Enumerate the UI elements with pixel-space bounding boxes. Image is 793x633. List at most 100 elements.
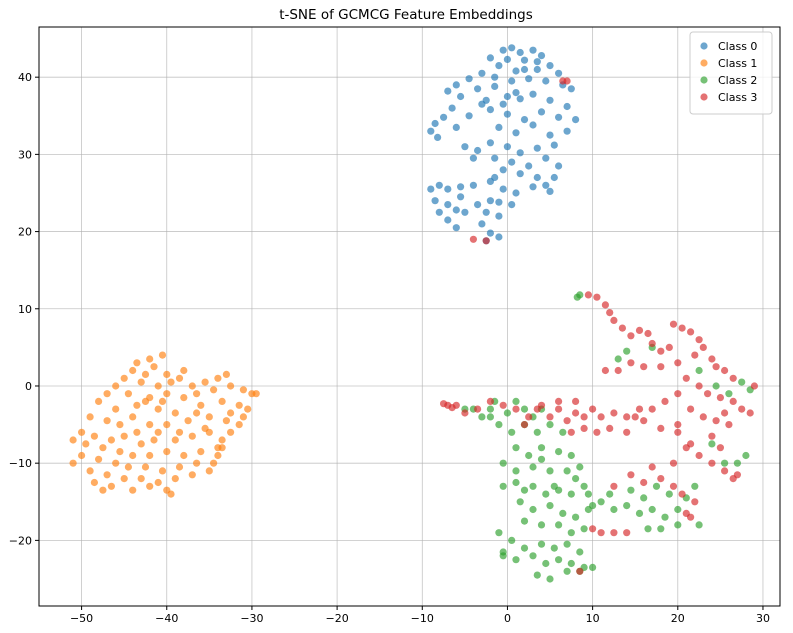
scatter-point [486,397,494,405]
scatter-point [623,413,631,421]
legend-marker [700,42,708,50]
scatter-point [218,444,226,452]
scatter-point [674,421,682,429]
scatter-point [499,46,507,54]
scatter-point [171,409,179,417]
scatter-point [154,478,162,487]
scatter-point [682,509,690,517]
scatter-point [239,386,247,394]
scatter-point [606,309,614,317]
scatter-point [589,405,597,413]
scatter-point [550,544,558,552]
scatter-point [112,405,120,413]
scatter-point [555,556,563,564]
scatter-point [146,421,154,429]
scatter-point [573,293,581,301]
scatter-point [640,417,648,425]
scatter-point [704,390,712,398]
scatter-point [601,301,610,309]
scatter-point [708,432,716,440]
scatter-point [721,409,729,417]
scatter-point [469,181,477,189]
scatter-point [533,144,541,152]
scatter-point [555,448,563,456]
scatter-point [712,417,720,425]
scatter-point [244,405,252,413]
scatter-point [520,517,529,525]
scatter-point [124,463,132,471]
scatter-point [623,529,631,537]
scatter-point [112,459,120,467]
scatter-point [691,351,699,359]
scatter-point [559,428,567,436]
scatter-point [171,475,179,483]
scatter-point [610,316,618,324]
scatter-point [495,421,503,429]
scatter-point [516,95,524,103]
scatter-point [678,324,686,332]
scatter-point [133,428,141,436]
scatter-point [452,123,460,131]
legend-box [689,31,773,115]
scatter-point [580,482,588,490]
scatter-point [597,529,605,537]
scatter-point [188,432,196,440]
scatter-point [652,482,661,490]
scatter-point [580,424,588,432]
scatter-point [750,382,759,390]
scatter-point [512,556,520,564]
scatter-point [205,467,213,475]
scatter-point [555,405,563,413]
scatter-point [133,359,141,367]
scatter-point [486,413,494,421]
scatter-point [227,409,235,417]
scatter-point [546,131,554,139]
scatter-point [555,69,563,77]
scatter-point [508,158,516,166]
scatter-point [452,81,460,89]
scatter-point [86,413,94,421]
scatter-point [597,498,605,506]
scatter-point [78,451,86,460]
scatter-point [440,113,448,121]
scatter-point [499,482,507,490]
y-tick-label: 30 [18,148,32,161]
scatter-point [610,482,618,490]
scatter-point [712,363,720,371]
scatter-point [712,382,720,390]
scatter-point [444,201,452,209]
scatter-point [525,413,533,421]
scatter-point [537,52,546,60]
x-tick-label: −20 [325,612,348,625]
scatter-point [210,386,218,394]
scatter-point [508,77,516,85]
scatter-point [69,436,77,444]
scatter-point [167,378,175,386]
scatter-point [474,201,482,209]
y-tick-label: −10 [9,457,32,470]
scatter-point [444,216,452,224]
scatter-point [597,413,605,421]
scatter-point [120,475,128,483]
scatter-point [154,382,162,390]
scatter-point [201,378,209,386]
scatter-point [542,559,550,568]
x-tick-label: −10 [411,612,434,625]
scatter-point [699,413,707,421]
y-tick-label: 40 [18,71,32,84]
scatter-point [593,428,601,436]
scatter-point [525,162,533,170]
scatter-point [193,459,201,467]
scatter-point [495,62,503,70]
scatter-point [555,397,563,405]
scatter-point [563,127,571,135]
scatter-point [218,436,226,444]
scatter-point [103,417,111,425]
scatter-point [239,413,247,421]
scatter-point [520,544,529,552]
scatter-point [512,89,520,97]
scatter-point [163,390,171,398]
scatter-point [491,173,499,182]
scatter-point [175,374,184,382]
